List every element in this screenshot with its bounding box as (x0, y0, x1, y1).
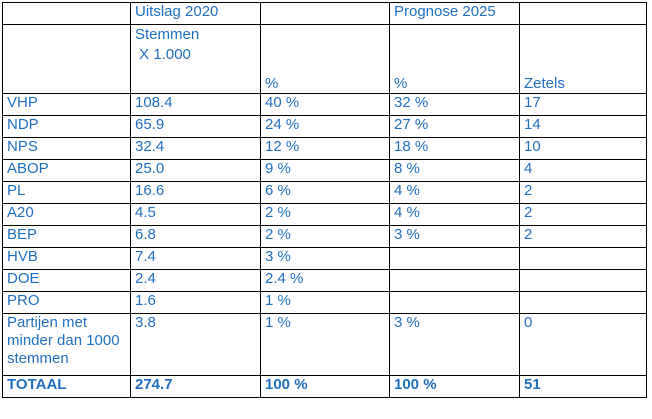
votes-cell: 1.6 (130, 291, 261, 314)
pct-2025-cell (389, 291, 520, 314)
pct-2025-cell: 32 % (389, 93, 520, 116)
votes-cell: 7.4 (130, 247, 261, 270)
pct-2025-cell: 3 % (389, 313, 520, 376)
votes-cell: 32.4 (130, 137, 261, 160)
votes-cell: 108.4 (130, 93, 261, 116)
pct-2020-cell: 2 % (260, 203, 390, 226)
header-cell-empty (260, 2, 390, 25)
votes-cell: 4.5 (130, 203, 261, 226)
table-row: VHP 108.4 40 % 32 % 17 (2, 93, 647, 116)
pct-2020-cell: 6 % (260, 181, 390, 204)
party-name-cell: HVB (2, 247, 131, 270)
votes-cell: 2.4 (130, 269, 261, 292)
pct-2020-cell: 40 % (260, 93, 390, 116)
votes-cell: 3.8 (130, 313, 261, 376)
table-row: BEP 6.8 2 % 3 % 2 (2, 225, 647, 248)
table-row: PL 16.6 6 % 4 % 2 (2, 181, 647, 204)
party-name-cell: VHP (2, 93, 131, 116)
seats-cell: 4 (519, 159, 647, 182)
votes-cell: 25.0 (130, 159, 261, 182)
seats-cell: 14 (519, 115, 647, 138)
results-table-container: Uitslag 2020 Prognose 2025 Stemmen X 1.0… (2, 2, 647, 398)
party-name-cell: NPS (2, 137, 131, 160)
pct-2025-cell: 3 % (389, 225, 520, 248)
table-row: HVB 7.4 3 % (2, 247, 647, 270)
header-pct-2020: % (260, 24, 390, 94)
pct-2025-cell: 4 % (389, 203, 520, 226)
pct-2025-cell: 8 % (389, 159, 520, 182)
header-cell-empty (519, 2, 647, 25)
seats-cell: 0 (519, 313, 647, 376)
party-name-cell: NDP (2, 115, 131, 138)
pct-2025-cell: 100 % (389, 375, 520, 398)
election-results-table: Uitslag 2020 Prognose 2025 Stemmen X 1.0… (2, 2, 647, 398)
seats-cell: 2 (519, 181, 647, 204)
table-row: A20 4.5 2 % 4 % 2 (2, 203, 647, 226)
party-name-cell: TOTAAL (2, 375, 131, 398)
pct-2020-cell: 3 % (260, 247, 390, 270)
pct-2020-cell: 1 % (260, 313, 390, 376)
header-stemmen-line1: Stemmen (135, 26, 200, 43)
header-stemmen-line2: X 1.000 (135, 46, 191, 63)
party-name-cell: BEP (2, 225, 131, 248)
seats-cell (519, 247, 647, 270)
pct-2020-cell: 2.4 % (260, 269, 390, 292)
party-name-cell: A20 (2, 203, 131, 226)
pct-2025-cell: 4 % (389, 181, 520, 204)
header-cell-empty (2, 2, 131, 25)
table-row: NDP 65.9 24 % 27 % 14 (2, 115, 647, 138)
seats-cell: 17 (519, 93, 647, 116)
seats-cell (519, 291, 647, 314)
seats-cell: 51 (519, 375, 647, 398)
party-name-cell: PL (2, 181, 131, 204)
table-row: DOE 2.4 2.4 % (2, 269, 647, 292)
seats-cell: 2 (519, 203, 647, 226)
seats-cell: 2 (519, 225, 647, 248)
header-cell-empty (2, 24, 131, 94)
header-pct-2025: % (389, 24, 520, 94)
party-name-cell: ABOP (2, 159, 131, 182)
votes-cell: 6.8 (130, 225, 261, 248)
header-zetels: Zetels (519, 24, 647, 94)
pct-2025-cell: 18 % (389, 137, 520, 160)
header-prognose-2025: Prognose 2025 (389, 2, 520, 25)
header-row-units: Stemmen X 1.000 % % Zetels (2, 24, 647, 94)
pct-2020-cell: 2 % (260, 225, 390, 248)
pct-2025-cell (389, 247, 520, 270)
table-row: PRO 1.6 1 % (2, 291, 647, 314)
party-name-cell: PRO (2, 291, 131, 314)
seats-cell (519, 269, 647, 292)
votes-cell: 274.7 (130, 375, 261, 398)
header-row-years: Uitslag 2020 Prognose 2025 (2, 2, 647, 25)
votes-cell: 65.9 (130, 115, 261, 138)
votes-cell: 16.6 (130, 181, 261, 204)
header-uitslag-2020: Uitslag 2020 (130, 2, 261, 25)
pct-2020-cell: 1 % (260, 291, 390, 314)
pct-2020-cell: 24 % (260, 115, 390, 138)
party-name-cell: Partijen met minder dan 1000 stemmen (2, 313, 131, 376)
table-row-other-parties: Partijen met minder dan 1000 stemmen 3.8 1… (2, 313, 647, 376)
pct-2020-cell: 100 % (260, 375, 390, 398)
party-name-cell: DOE (2, 269, 131, 292)
seats-cell: 10 (519, 137, 647, 160)
table-row: ABOP 25.0 9 % 8 % 4 (2, 159, 647, 182)
pct-2025-cell (389, 269, 520, 292)
table-row: NPS 32.4 12 % 18 % 10 (2, 137, 647, 160)
pct-2020-cell: 12 % (260, 137, 390, 160)
pct-2025-cell: 27 % (389, 115, 520, 138)
pct-2020-cell: 9 % (260, 159, 390, 182)
header-stemmen: Stemmen X 1.000 (130, 24, 261, 94)
table-row-total: TOTAAL 274.7 100 % 100 % 51 (2, 375, 647, 398)
